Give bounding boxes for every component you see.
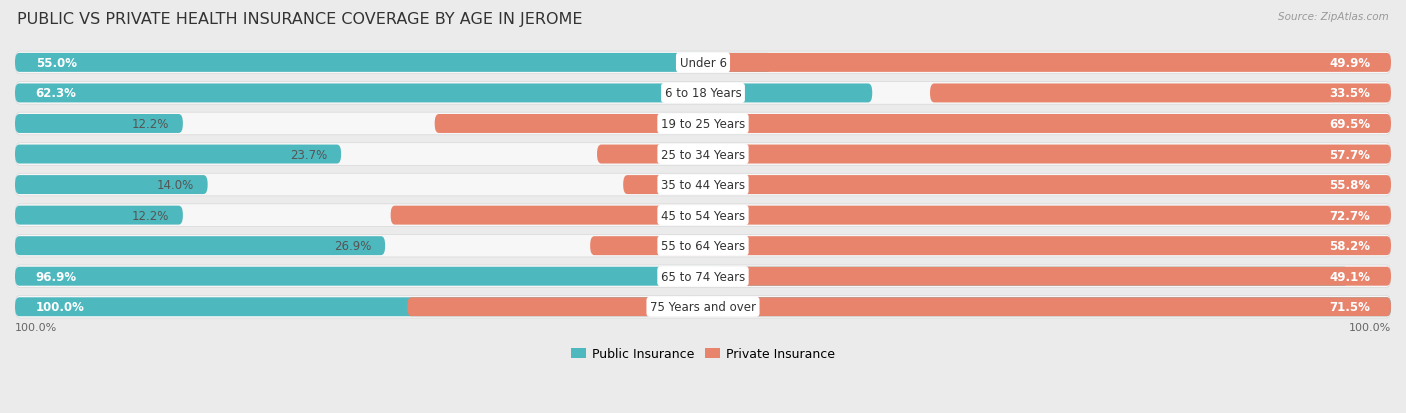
FancyBboxPatch shape xyxy=(704,54,1391,73)
Text: 6 to 18 Years: 6 to 18 Years xyxy=(665,87,741,100)
FancyBboxPatch shape xyxy=(15,235,1391,257)
FancyBboxPatch shape xyxy=(15,176,208,195)
FancyBboxPatch shape xyxy=(15,204,1391,227)
FancyBboxPatch shape xyxy=(598,145,1391,164)
FancyBboxPatch shape xyxy=(15,298,1391,316)
Text: 100.0%: 100.0% xyxy=(1348,322,1391,332)
FancyBboxPatch shape xyxy=(15,115,183,134)
Text: Under 6: Under 6 xyxy=(679,57,727,70)
Text: 100.0%: 100.0% xyxy=(15,322,58,332)
FancyBboxPatch shape xyxy=(434,115,1391,134)
Text: 45 to 54 Years: 45 to 54 Years xyxy=(661,209,745,222)
Text: 19 to 25 Years: 19 to 25 Years xyxy=(661,118,745,131)
Text: 96.9%: 96.9% xyxy=(35,270,77,283)
Text: 69.5%: 69.5% xyxy=(1329,118,1371,131)
FancyBboxPatch shape xyxy=(15,237,385,256)
Text: 12.2%: 12.2% xyxy=(132,209,169,222)
FancyBboxPatch shape xyxy=(623,176,1391,195)
Text: 55.0%: 55.0% xyxy=(35,57,77,70)
FancyBboxPatch shape xyxy=(15,52,1391,74)
Text: 57.7%: 57.7% xyxy=(1330,148,1371,161)
FancyBboxPatch shape xyxy=(15,174,1391,197)
Text: 62.3%: 62.3% xyxy=(35,87,76,100)
Text: 71.5%: 71.5% xyxy=(1330,301,1371,313)
Text: Source: ZipAtlas.com: Source: ZipAtlas.com xyxy=(1278,12,1389,22)
FancyBboxPatch shape xyxy=(15,143,1391,166)
FancyBboxPatch shape xyxy=(15,83,1391,105)
FancyBboxPatch shape xyxy=(15,113,1391,135)
Text: 35 to 44 Years: 35 to 44 Years xyxy=(661,179,745,192)
FancyBboxPatch shape xyxy=(15,296,1391,318)
FancyBboxPatch shape xyxy=(15,145,342,164)
FancyBboxPatch shape xyxy=(15,54,772,73)
Text: 49.1%: 49.1% xyxy=(1329,270,1371,283)
Legend: Public Insurance, Private Insurance: Public Insurance, Private Insurance xyxy=(567,342,839,366)
FancyBboxPatch shape xyxy=(929,84,1391,103)
Text: 49.9%: 49.9% xyxy=(1329,57,1371,70)
Text: 55.8%: 55.8% xyxy=(1329,179,1371,192)
FancyBboxPatch shape xyxy=(591,237,1391,256)
FancyBboxPatch shape xyxy=(15,265,1391,288)
Text: 33.5%: 33.5% xyxy=(1330,87,1371,100)
Text: PUBLIC VS PRIVATE HEALTH INSURANCE COVERAGE BY AGE IN JEROME: PUBLIC VS PRIVATE HEALTH INSURANCE COVER… xyxy=(17,12,582,27)
Text: 55 to 64 Years: 55 to 64 Years xyxy=(661,240,745,253)
Text: 72.7%: 72.7% xyxy=(1330,209,1371,222)
Text: 25 to 34 Years: 25 to 34 Years xyxy=(661,148,745,161)
Text: 58.2%: 58.2% xyxy=(1329,240,1371,253)
FancyBboxPatch shape xyxy=(391,206,1391,225)
Text: 65 to 74 Years: 65 to 74 Years xyxy=(661,270,745,283)
Text: 14.0%: 14.0% xyxy=(156,179,194,192)
FancyBboxPatch shape xyxy=(15,84,872,103)
Text: 75 Years and over: 75 Years and over xyxy=(650,301,756,313)
FancyBboxPatch shape xyxy=(408,298,1391,316)
Text: 23.7%: 23.7% xyxy=(290,148,328,161)
Text: 26.9%: 26.9% xyxy=(335,240,371,253)
Text: 100.0%: 100.0% xyxy=(35,301,84,313)
FancyBboxPatch shape xyxy=(15,206,183,225)
FancyBboxPatch shape xyxy=(15,267,1348,286)
FancyBboxPatch shape xyxy=(716,267,1391,286)
Text: 12.2%: 12.2% xyxy=(132,118,169,131)
